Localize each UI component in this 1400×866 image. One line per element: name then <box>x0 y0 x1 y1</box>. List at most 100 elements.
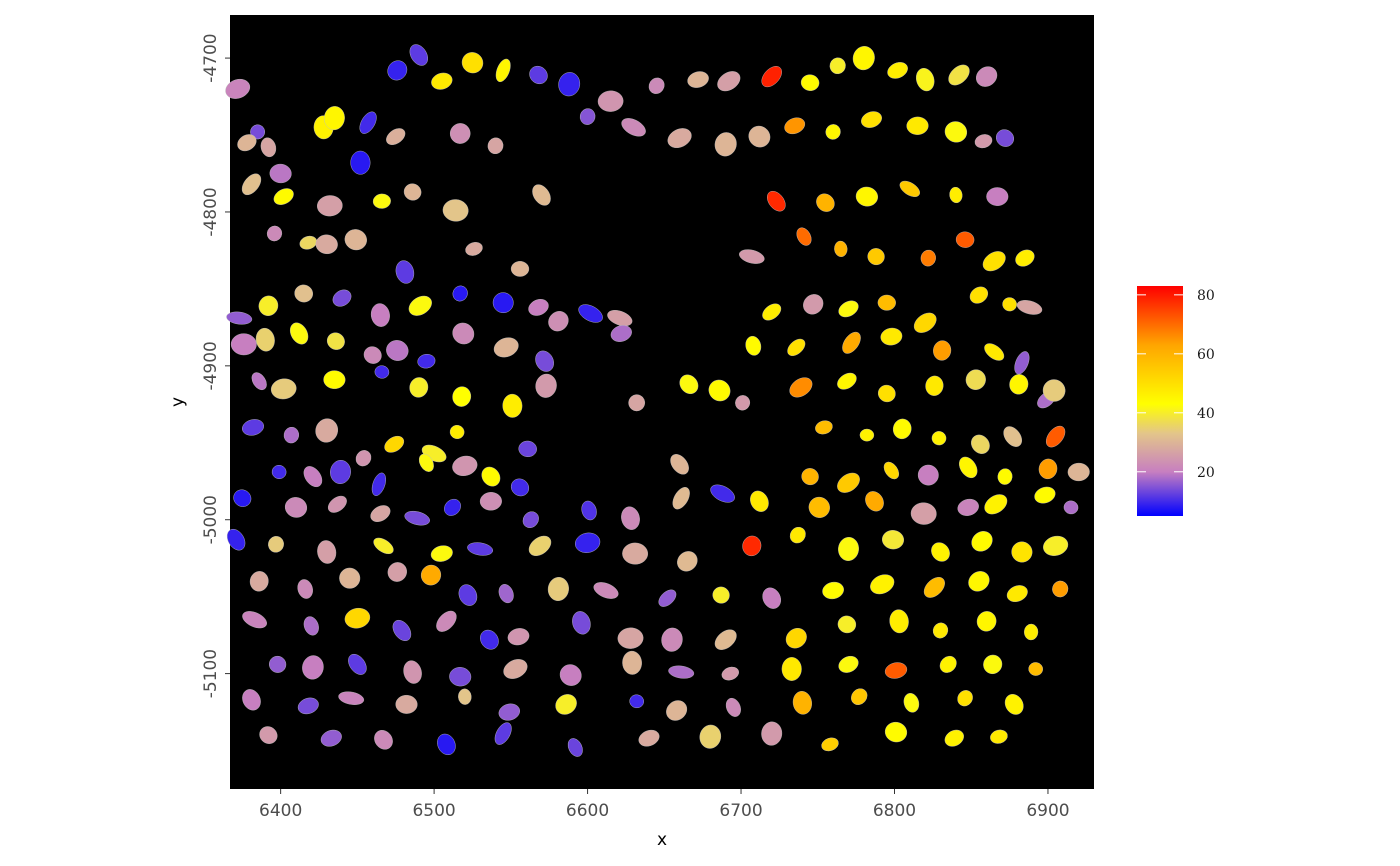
data-point <box>939 655 957 673</box>
data-point <box>510 478 530 497</box>
data-point <box>452 386 472 407</box>
data-point <box>1038 458 1058 480</box>
data-point <box>444 498 461 516</box>
y-tick-label: -4800 <box>201 187 221 236</box>
data-point <box>1004 694 1024 715</box>
y-axis-title: y <box>168 397 188 407</box>
data-point <box>259 726 278 744</box>
data-point <box>294 284 313 303</box>
data-point <box>271 464 287 480</box>
data-point <box>822 581 844 600</box>
data-point <box>395 260 415 284</box>
data-point <box>717 71 741 92</box>
data-point <box>984 343 1005 361</box>
data-point <box>668 665 695 679</box>
data-point <box>792 691 812 715</box>
data-point <box>1028 662 1043 676</box>
data-point <box>408 295 432 316</box>
data-point <box>372 193 391 209</box>
data-point <box>387 562 407 582</box>
data-point <box>851 688 868 706</box>
data-point <box>386 128 406 145</box>
data-point <box>955 231 975 248</box>
data-point <box>237 134 257 152</box>
legend-colorbar <box>1137 286 1183 516</box>
data-point <box>320 729 342 747</box>
data-point <box>559 664 582 686</box>
data-point <box>315 234 338 255</box>
data-point <box>442 199 469 222</box>
data-point <box>302 655 324 680</box>
data-point <box>865 491 884 512</box>
data-point <box>374 730 393 750</box>
data-point <box>948 64 970 86</box>
data-point <box>983 654 1003 675</box>
data-point <box>821 737 839 752</box>
data-point <box>1006 585 1028 602</box>
data-point <box>990 729 1008 744</box>
data-point <box>944 729 964 747</box>
data-point <box>1023 623 1039 641</box>
data-point <box>762 587 781 609</box>
data-point <box>687 71 709 88</box>
data-point <box>242 689 261 711</box>
data-point <box>982 251 1006 272</box>
data-point <box>968 571 990 592</box>
data-point <box>374 365 390 379</box>
data-point <box>452 455 478 476</box>
data-point <box>409 377 429 398</box>
data-point <box>344 607 371 629</box>
data-point <box>373 537 394 555</box>
data-point <box>493 337 519 358</box>
data-point <box>648 77 665 94</box>
data-point <box>492 292 514 314</box>
data-point <box>323 106 345 131</box>
data-point <box>1063 500 1079 515</box>
data-point <box>268 536 284 553</box>
data-point <box>910 502 937 525</box>
data-point <box>338 691 365 705</box>
data-point <box>957 690 973 707</box>
data-point <box>903 693 920 713</box>
data-point <box>785 628 807 649</box>
data-point <box>467 542 493 556</box>
data-point <box>575 532 601 553</box>
data-point <box>323 370 346 390</box>
legend: 20 40 60 80 <box>1137 286 1215 516</box>
data-point <box>555 694 577 715</box>
y-tick-label: -4900 <box>201 341 221 390</box>
data-point <box>487 137 504 155</box>
data-point <box>808 496 830 518</box>
data-point <box>748 125 771 148</box>
x-tick-label: 6800 <box>873 801 916 821</box>
data-point <box>266 225 283 242</box>
data-point <box>925 375 944 396</box>
data-point <box>859 428 875 442</box>
data-point <box>837 615 857 634</box>
data-point <box>714 629 737 650</box>
data-point <box>458 688 472 705</box>
data-point <box>1015 249 1035 267</box>
data-point <box>838 300 859 318</box>
data-point <box>404 510 430 526</box>
data-point <box>906 116 929 135</box>
data-point <box>965 369 986 390</box>
data-point <box>670 454 689 475</box>
data-point <box>339 567 361 589</box>
data-point <box>572 611 591 635</box>
data-point <box>225 78 251 99</box>
data-point <box>884 662 908 679</box>
data-point <box>923 577 945 598</box>
data-point <box>984 494 1008 515</box>
x-tick-label: 6400 <box>259 801 302 821</box>
data-point <box>916 68 935 92</box>
data-point <box>931 431 947 446</box>
data-point <box>761 66 782 88</box>
data-point <box>629 694 644 709</box>
data-point <box>578 304 603 323</box>
data-point <box>452 322 475 345</box>
data-point <box>465 242 483 256</box>
data-point <box>230 333 257 356</box>
data-point <box>226 311 253 325</box>
data-point <box>269 163 292 184</box>
